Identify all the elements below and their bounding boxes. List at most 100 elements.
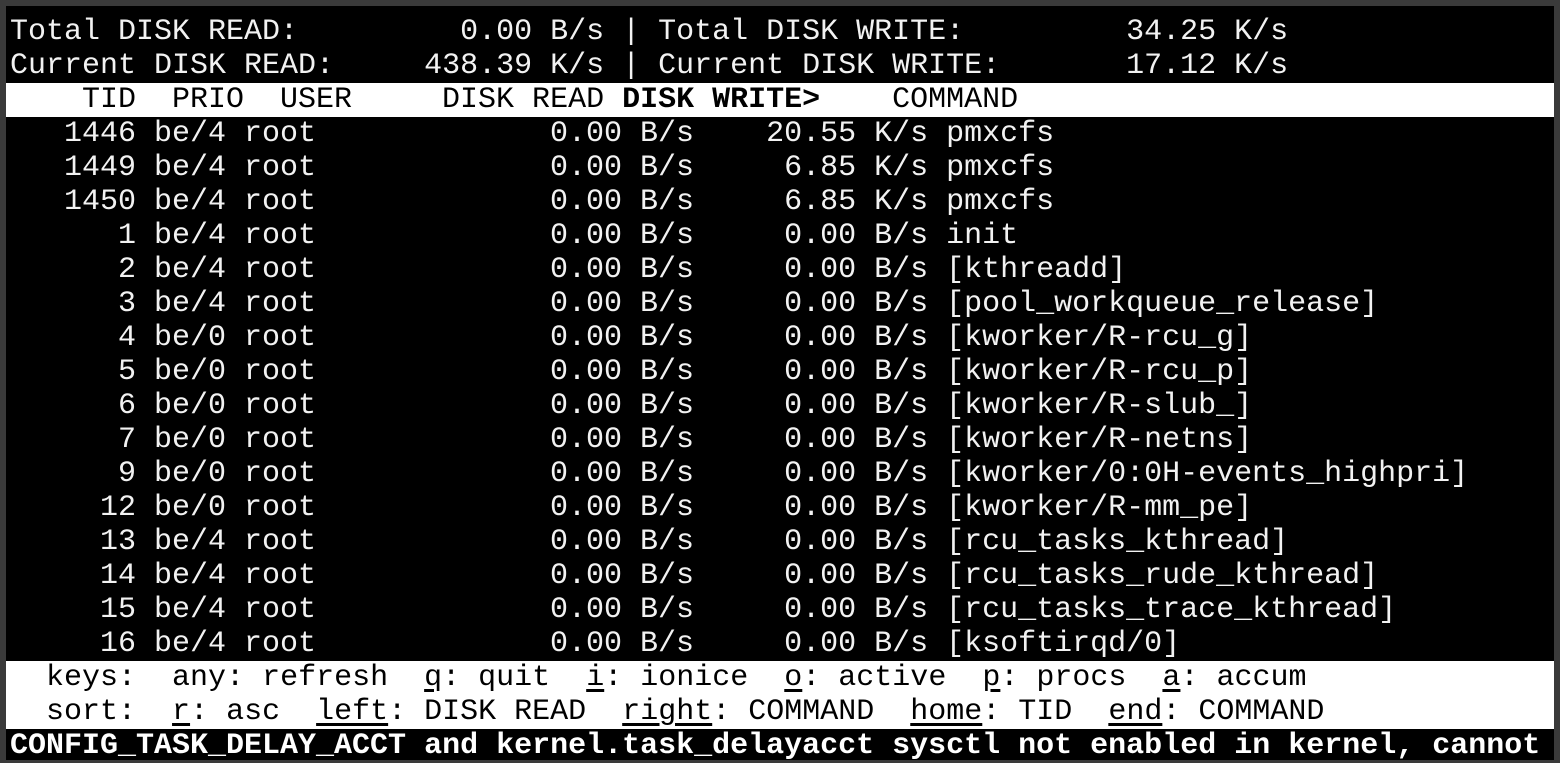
cell-write: 0.00 B/s [784, 219, 929, 253]
cell-user: root [244, 355, 317, 389]
key-i[interactable]: i [586, 661, 605, 695]
current-read-value: 438.39 K/s [424, 49, 605, 83]
cell-read: 0.00 B/s [550, 389, 695, 423]
cell-command: [ksoftirqd/0] [946, 627, 1181, 661]
key-action: COMMAND [1180, 695, 1325, 729]
key-action: active [820, 661, 947, 695]
col-prio[interactable]: PRIO [172, 83, 245, 117]
cell-prio: be/4 [154, 593, 227, 627]
process-row[interactable]: 14 be/4 root 0.00 B/s 0.00 B/s [rcu_task… [10, 559, 1554, 593]
cell-read: 0.00 B/s [550, 355, 695, 389]
cell-read: 0.00 B/s [550, 593, 695, 627]
cell-prio: be/0 [154, 491, 227, 525]
summary-current: Current DISK READ: 438.39 K/s | Current D… [10, 49, 1554, 83]
cell-write: 0.00 B/s [784, 423, 929, 457]
cell-read: 0.00 B/s [550, 151, 695, 185]
key-q[interactable]: q [424, 661, 443, 695]
cell-prio: be/4 [154, 627, 227, 661]
key-o[interactable]: o [784, 661, 803, 695]
cell-user: root [244, 525, 317, 559]
process-row[interactable]: 6 be/0 root 0.00 B/s 0.00 B/s [kworker/R… [10, 389, 1554, 423]
key-end[interactable]: end [1108, 695, 1163, 729]
key-left[interactable]: left [316, 695, 389, 729]
cell-tid: 1450 [64, 185, 137, 219]
key-action: refresh [244, 661, 389, 695]
cell-read: 0.00 B/s [550, 117, 695, 151]
sort-line: sort: r: asc left: DISK READ right: COMM… [46, 695, 1325, 729]
cell-command: [kworker/R-rcu_g] [946, 321, 1253, 355]
separator: | [622, 15, 641, 49]
cell-command: [pool_workqueue_release] [946, 287, 1379, 321]
key-action: asc [208, 695, 281, 729]
col-user[interactable]: USER [280, 83, 353, 117]
cell-prio: be/4 [154, 151, 227, 185]
process-row[interactable]: 9 be/0 root 0.00 B/s 0.00 B/s [kworker/0… [10, 457, 1554, 491]
col-disk-write[interactable]: DISK WRITE> [622, 83, 821, 117]
cell-command: pmxcfs [946, 185, 1055, 219]
cell-read: 0.00 B/s [550, 253, 695, 287]
key-right[interactable]: right [622, 695, 713, 729]
col-tid[interactable]: TID [82, 83, 137, 117]
cell-write: 0.00 B/s [784, 525, 929, 559]
cell-tid: 13 [100, 525, 137, 559]
cell-prio: be/0 [154, 457, 227, 491]
process-row[interactable]: 5 be/0 root 0.00 B/s 0.00 B/s [kworker/R… [10, 355, 1554, 389]
process-row[interactable]: 1449 be/4 root 0.00 B/s 6.85 K/s pmxcfs [10, 151, 1554, 185]
col-disk-read[interactable]: DISK READ [442, 83, 605, 117]
key-any[interactable]: any [172, 661, 227, 695]
cell-tid: 9 [118, 457, 137, 491]
key-help-label: sort: [46, 695, 137, 729]
key-help: keys: any: refresh q: quit i: ionice o: … [6, 661, 1554, 729]
cell-prio: be/0 [154, 355, 227, 389]
process-row[interactable]: 3 be/4 root 0.00 B/s 0.00 B/s [pool_work… [10, 287, 1554, 321]
cell-tid: 14 [100, 559, 137, 593]
cell-write: 0.00 B/s [784, 491, 929, 525]
process-row[interactable]: 1450 be/4 root 0.00 B/s 6.85 K/s pmxcfs [10, 185, 1554, 219]
key-p[interactable]: p [982, 661, 1001, 695]
process-row[interactable]: 15 be/4 root 0.00 B/s 0.00 B/s [rcu_task… [10, 593, 1554, 627]
cell-command: init [946, 219, 1019, 253]
process-row[interactable]: 1446 be/4 root 0.00 B/s 20.55 K/s pmxcfs [10, 117, 1554, 151]
process-row[interactable]: 7 be/0 root 0.00 B/s 0.00 B/s [kworker/R… [10, 423, 1554, 457]
cell-prio: be/4 [154, 219, 227, 253]
cell-user: root [244, 151, 317, 185]
iotop-screen: Total DISK READ: 0.00 B/s | Total DISK WR… [6, 15, 1554, 763]
summary-total: Total DISK READ: 0.00 B/s | Total DISK WR… [10, 15, 1554, 49]
cell-command: [kthreadd] [946, 253, 1127, 287]
cell-user: root [244, 559, 317, 593]
cell-tid: 4 [118, 321, 137, 355]
cell-prio: be/4 [154, 525, 227, 559]
total-read-value: 0.00 B/s [460, 15, 605, 49]
cell-write: 0.00 B/s [784, 321, 929, 355]
process-row[interactable]: 13 be/4 root 0.00 B/s 0.00 B/s [rcu_task… [10, 525, 1554, 559]
process-row[interactable]: 2 be/4 root 0.00 B/s 0.00 B/s [kthreadd] [10, 253, 1554, 287]
process-row[interactable]: 12 be/0 root 0.00 B/s 0.00 B/s [kworker/… [10, 491, 1554, 525]
process-row[interactable]: 16 be/4 root 0.00 B/s 0.00 B/s [ksoftirq… [10, 627, 1554, 661]
key-a[interactable]: a [1162, 661, 1181, 695]
cell-command: pmxcfs [946, 151, 1055, 185]
cell-read: 0.00 B/s [550, 559, 695, 593]
cell-user: root [244, 457, 317, 491]
cell-user: root [244, 287, 317, 321]
cell-command: [kworker/R-rcu_p] [946, 355, 1253, 389]
cell-command: [rcu_tasks_kthread] [946, 525, 1289, 559]
cell-tid: 7 [118, 423, 137, 457]
process-row[interactable]: 1 be/4 root 0.00 B/s 0.00 B/s init [10, 219, 1554, 253]
process-row[interactable]: 4 be/0 root 0.00 B/s 0.00 B/s [kworker/R… [10, 321, 1554, 355]
key-action: accum [1198, 661, 1307, 695]
cell-tid: 2 [118, 253, 137, 287]
cell-write: 0.00 B/s [784, 287, 929, 321]
cell-prio: be/0 [154, 389, 227, 423]
key-home[interactable]: home [910, 695, 983, 729]
cell-tid: 15 [100, 593, 137, 627]
cell-write: 6.85 K/s [784, 151, 929, 185]
cell-command: [rcu_tasks_trace_kthread] [946, 593, 1397, 627]
current-read-label: Current DISK READ: [10, 49, 335, 83]
cell-tid: 5 [118, 355, 137, 389]
col-command[interactable]: COMMAND [892, 83, 1019, 117]
cell-write: 0.00 B/s [784, 355, 929, 389]
key-r[interactable]: r [172, 695, 191, 729]
cell-command: [kworker/0:0H-events_highpri] [946, 457, 1469, 491]
key-action: DISK READ [406, 695, 587, 729]
keys-line: keys: any: refresh q: quit i: ionice o: … [46, 661, 1307, 695]
